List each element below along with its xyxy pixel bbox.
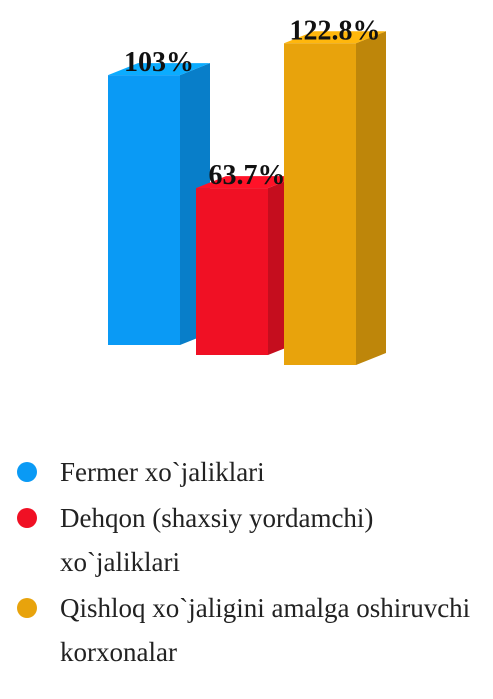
data-label: 122.8% — [290, 15, 381, 46]
bar — [196, 188, 268, 355]
legend-marker — [17, 508, 37, 528]
bar-top — [108, 63, 210, 76]
bar — [108, 75, 180, 345]
bar-side — [356, 31, 386, 365]
bar — [284, 43, 356, 365]
bar-top — [284, 31, 386, 44]
legend-item: Fermer xo`jaliklari — [0, 450, 480, 494]
legend-label: Fermer xo`jaliklari — [60, 457, 265, 487]
legend-marker — [17, 462, 37, 482]
legend-item: Dehqon (shaxsiy yordamchi) xo`jaliklari — [0, 496, 480, 584]
legend-item: Qishloq xo`jaligini amalga oshiruvchi ko… — [0, 586, 480, 674]
legend-label: Qishloq xo`jaligini amalga oshiruvchi ko… — [60, 593, 471, 667]
legend-marker — [17, 598, 37, 618]
legend: Fermer xo`jaliklari Dehqon (shaxsiy yorda… — [0, 450, 493, 676]
legend-label: Dehqon (shaxsiy yordamchi) xo`jaliklari — [60, 503, 374, 577]
chart: 103% 63.7% 122.8% — [108, 15, 386, 365]
bar-top — [196, 176, 298, 189]
data-label: 63.7% — [209, 160, 286, 191]
data-label: 103% — [124, 47, 194, 78]
